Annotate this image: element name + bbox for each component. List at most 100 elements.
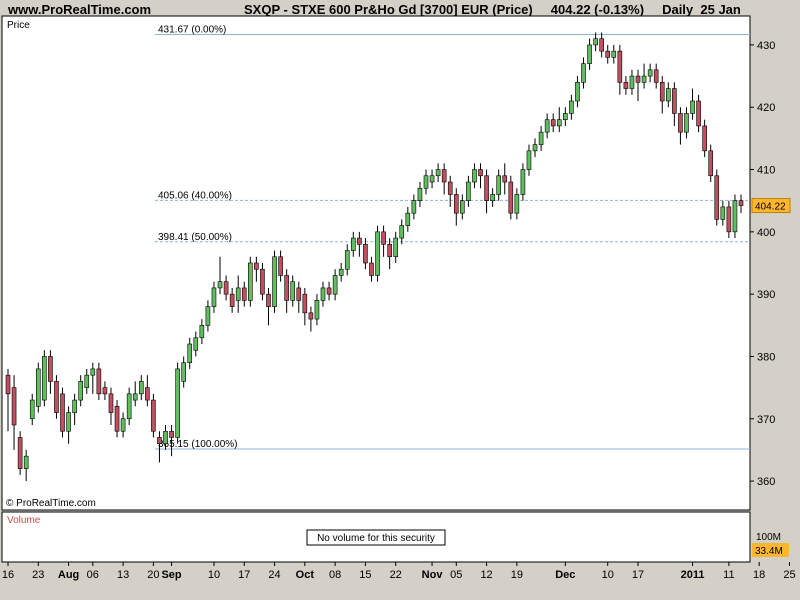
- candle-body: [332, 275, 338, 295]
- candle: [193, 331, 199, 357]
- candle: [556, 107, 562, 133]
- candle-body: [163, 430, 168, 444]
- candle-body: [314, 300, 320, 320]
- y-tick-label: 430: [757, 40, 775, 52]
- candle-body: [338, 268, 344, 276]
- candle-body: [544, 119, 550, 133]
- candle-body: [575, 82, 580, 102]
- candle-body: [605, 50, 611, 58]
- candle-body: [659, 82, 665, 102]
- candle-body: [599, 38, 604, 52]
- fib-label: 405.06 (40.00%): [158, 190, 232, 201]
- candle-body: [393, 237, 399, 258]
- candle-body: [363, 244, 368, 264]
- candle-body: [187, 343, 193, 363]
- candle: [696, 94, 701, 133]
- candle: [405, 206, 411, 232]
- candle-body: [708, 150, 714, 177]
- candle-body: [308, 312, 314, 320]
- instrument-title: SXQP - STXE 600 Pr&Ho Gd [3700] EUR (Pri…: [244, 2, 741, 17]
- candle-body: [550, 119, 556, 127]
- candle-body: [193, 337, 199, 351]
- watermark: © ProRealTime.com: [6, 498, 96, 509]
- candle: [120, 412, 126, 438]
- candle-body: [84, 374, 90, 388]
- candle: [605, 44, 611, 64]
- candle-body: [641, 75, 647, 83]
- candle-body: [108, 393, 114, 413]
- candle-body: [714, 175, 720, 220]
- candle: [199, 319, 205, 344]
- candle: [423, 169, 429, 195]
- candle: [690, 88, 695, 120]
- candle-body: [235, 287, 241, 301]
- candle-body: [472, 169, 477, 183]
- candle-body: [490, 194, 495, 201]
- candle: [344, 244, 350, 276]
- candle-body: [48, 356, 53, 382]
- candle-body: [635, 75, 641, 83]
- candle: [369, 256, 374, 282]
- candle-body: [54, 381, 59, 413]
- candle: [102, 381, 108, 401]
- candle: [326, 281, 332, 301]
- candle-body: [120, 418, 126, 432]
- candle: [526, 144, 532, 176]
- candle-body: [151, 399, 156, 432]
- candle-body: [508, 181, 514, 214]
- no-volume-message: No volume for this security: [317, 533, 435, 544]
- candle: [35, 362, 41, 413]
- candle-body: [738, 200, 744, 206]
- candle: [629, 69, 635, 95]
- candle: [435, 163, 441, 182]
- candle-body: [538, 131, 544, 145]
- candle: [399, 219, 405, 245]
- candle: [478, 163, 483, 189]
- candle: [145, 375, 150, 407]
- candle: [96, 362, 102, 401]
- candle: [672, 82, 677, 126]
- candle: [490, 188, 495, 207]
- candle-body: [175, 368, 180, 438]
- candle-body: [496, 175, 501, 195]
- candle-body: [726, 206, 732, 233]
- candle-body: [520, 169, 526, 195]
- candle-body: [629, 75, 635, 89]
- candle-body: [29, 399, 35, 420]
- x-tick-label: Aug: [58, 569, 79, 581]
- y-tick-label: 380: [757, 351, 775, 363]
- candle-body: [672, 88, 677, 114]
- no-volume-box: No volume for this security: [306, 529, 446, 546]
- candle: [453, 188, 459, 226]
- candle: [181, 356, 186, 388]
- price-panel-label: Price: [7, 20, 30, 31]
- x-tick-label: 17: [238, 569, 250, 581]
- candle: [587, 38, 592, 70]
- candle-body: [284, 275, 289, 301]
- candle: [290, 275, 296, 307]
- candle: [308, 306, 314, 332]
- candle-body: [205, 306, 211, 326]
- candle: [187, 337, 193, 369]
- x-tick-label: 25: [783, 569, 795, 581]
- volume-tag: [752, 543, 789, 557]
- candle-body: [248, 262, 253, 301]
- candle-body: [381, 231, 386, 245]
- candle-body: [647, 69, 653, 77]
- candle: [417, 182, 423, 207]
- volume-axis-label: 100M: [756, 532, 781, 543]
- x-tick-label: Nov: [422, 569, 444, 581]
- y-tick-label: 360: [757, 476, 775, 488]
- x-tick-label: 23: [32, 569, 44, 581]
- candle-body: [563, 113, 568, 120]
- candle: [623, 76, 629, 95]
- candle-body: [423, 175, 429, 189]
- candle-body: [320, 287, 326, 301]
- candle: [714, 169, 720, 226]
- candle-body: [399, 225, 405, 239]
- candle-body: [484, 175, 489, 201]
- candle: [387, 238, 392, 270]
- candle: [363, 238, 368, 270]
- candle: [532, 138, 538, 158]
